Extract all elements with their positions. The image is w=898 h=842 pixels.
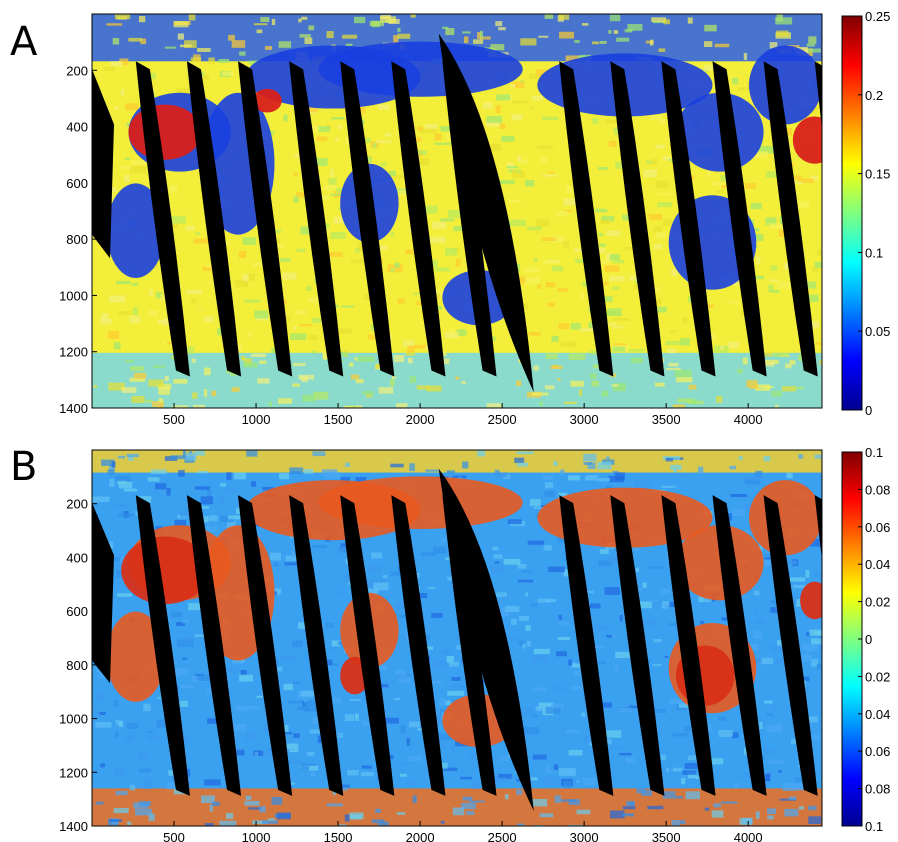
x-tick-label: 1500	[324, 830, 353, 842]
x-tick-label: 500	[163, 830, 185, 842]
gap-swath	[186, 495, 242, 796]
x-tick-label: 1000	[242, 412, 271, 427]
x-tick-label: 1000	[242, 830, 271, 842]
gap-swath	[661, 495, 716, 796]
colorbar-tick-label: 0.06	[865, 744, 890, 759]
gap-swath	[559, 61, 614, 377]
south-polar-band	[92, 788, 822, 826]
colorbar-tick-label: 0	[865, 632, 872, 647]
x-tick-label: 500	[163, 412, 185, 427]
gap-swath	[661, 61, 716, 377]
gap-swath	[340, 495, 395, 796]
edge-gap-swath	[92, 502, 114, 684]
y-tick-label: 600	[66, 176, 88, 191]
gap-swath	[814, 495, 822, 560]
gap-swath	[238, 61, 293, 377]
map-image	[92, 450, 822, 826]
central-gap-swath	[438, 468, 534, 811]
colorbar-tick-label: 0.15	[865, 167, 890, 182]
x-tick-label: 3000	[570, 830, 599, 842]
panel-label: A	[10, 19, 38, 65]
no-data-swaths	[92, 33, 822, 393]
x-tick-label: 3500	[652, 412, 681, 427]
y-tick-label: 1400	[59, 401, 88, 416]
x-tick-label: 4000	[734, 412, 763, 427]
colorbar-tick-label: 0.2	[865, 88, 883, 103]
colorbar-tick-label: 0.08	[865, 482, 890, 497]
colorbar-tick-label: 0.02	[865, 595, 890, 610]
colorbar-tick-label: 0.1	[865, 445, 883, 460]
gap-swath	[135, 495, 190, 796]
y-tick-label: 1200	[59, 345, 88, 360]
colorbar-tick-label: 0.05	[865, 324, 890, 339]
x-tick-label: 2000	[406, 412, 435, 427]
gap-swath	[763, 61, 818, 377]
colorbar-tick-label: 0.1	[865, 245, 883, 260]
colorbar-tick-label: 0.08	[865, 782, 890, 797]
gap-swath	[442, 495, 497, 796]
gap-swath	[712, 495, 767, 796]
colorbar: 0.25 0.2 0.15 0.1 0.05 0	[841, 9, 890, 418]
gap-swath	[238, 495, 293, 796]
y-tick-label: 400	[66, 550, 88, 565]
map-image	[92, 14, 822, 408]
y-tick-label: 400	[66, 120, 88, 135]
gap-swath	[559, 495, 614, 796]
gap-swath	[289, 61, 344, 377]
x-tick-label: 2500	[488, 412, 517, 427]
x-tick-label: 1500	[324, 412, 353, 427]
panel-a: A 500 1000 1500 2000 2500 3000 3500 4000 200 400 60…	[10, 9, 890, 427]
gap-swath	[814, 61, 822, 129]
plot-frame	[91, 449, 823, 827]
y-tick-label: 800	[66, 658, 88, 673]
colorbar-tick-label: 0.02	[865, 669, 890, 684]
gap-swath	[712, 61, 767, 377]
colorbar-tick-label: 0.04	[865, 557, 890, 572]
north-polar-band	[92, 450, 822, 473]
gap-swath	[289, 495, 344, 796]
y-tick-label: 200	[66, 497, 88, 512]
gap-swath	[391, 495, 446, 796]
x-tick-label: 3500	[652, 830, 681, 842]
colorbar-tick-label: 0	[865, 403, 872, 418]
panel-b: B 500 1000 1500 2000 2500 3000 3500 4000 200 400 60…	[10, 444, 890, 842]
x-tick-label: 4000	[734, 830, 763, 842]
y-tick-label: 600	[66, 604, 88, 619]
plot-frame	[91, 13, 823, 409]
colorbar-gradient	[841, 15, 863, 411]
gap-swath	[610, 61, 665, 377]
colorbar-tick-label: 0.04	[865, 707, 890, 722]
y-tick-label: 1400	[59, 819, 88, 834]
gap-swath	[610, 495, 665, 796]
no-data-swaths	[92, 468, 822, 811]
x-tick-label: 2500	[488, 830, 517, 842]
y-tick-label: 1200	[59, 765, 88, 780]
colorbar-tick-label: 0.25	[865, 9, 890, 24]
gap-swath	[391, 61, 446, 377]
gap-swath	[763, 495, 818, 796]
edge-gap-swath	[92, 69, 114, 259]
x-tick-label: 3000	[570, 412, 599, 427]
gap-swath	[186, 61, 242, 377]
central-gap-swath	[438, 33, 534, 393]
y-tick-label: 800	[66, 232, 88, 247]
x-tick-label: 2000	[406, 830, 435, 842]
panel-label: B	[10, 444, 37, 490]
y-tick-label: 1000	[59, 712, 88, 727]
y-tick-label: 200	[66, 63, 88, 78]
gap-swath	[442, 61, 497, 377]
y-tick-label: 1000	[59, 288, 88, 303]
colorbar-tick-label: 0.1	[865, 819, 883, 834]
colorbar: 0.1 0.08 0.06 0.04 0.02 0 0.02 0.04 0.06 0.08 0.1	[841, 445, 890, 834]
colorbar-tick-label: 0.06	[865, 520, 890, 535]
gap-swath	[135, 61, 190, 377]
gap-swath	[340, 61, 395, 377]
